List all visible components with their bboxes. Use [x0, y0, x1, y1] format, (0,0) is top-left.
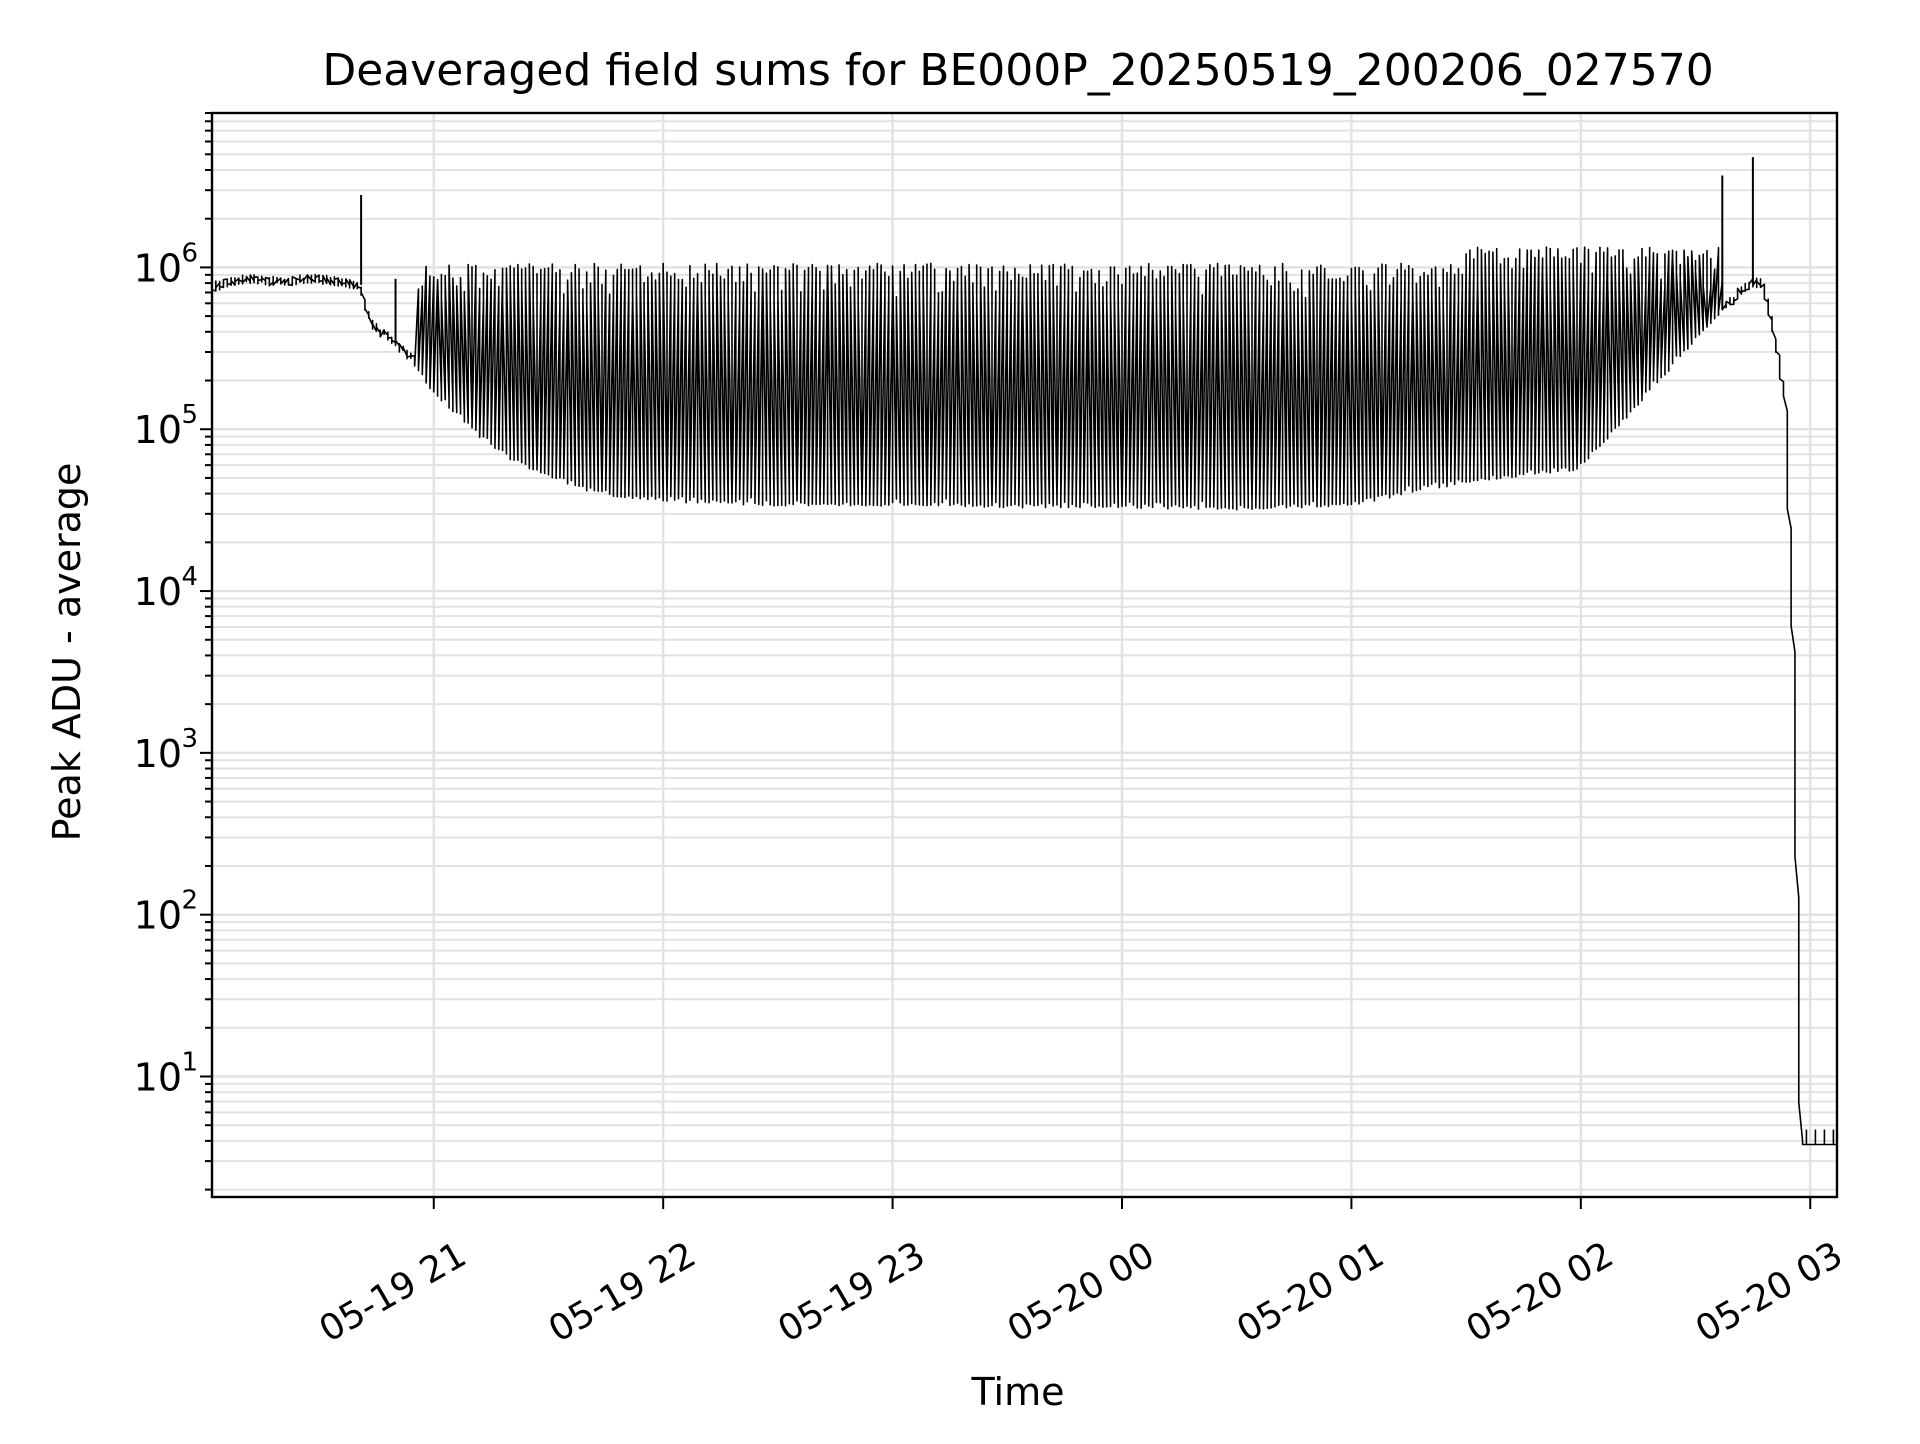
y-tick-base: 10 [134, 408, 182, 452]
y-tick-base: 10 [134, 246, 182, 290]
y-tick-base: 10 [134, 894, 182, 938]
y-tick-exponent: 5 [181, 400, 198, 430]
y-tick-base: 10 [134, 570, 182, 614]
y-tick-label: 10 4 [134, 562, 198, 614]
y-tick-base: 10 [134, 732, 182, 776]
series-line [211, 246, 1837, 1146]
y-axis-label: Peak ADU - average [45, 463, 89, 842]
series-layer [211, 157, 1837, 1146]
y-tick-exponent: 2 [181, 886, 198, 916]
y-tick-label: 10 1 [134, 1047, 198, 1099]
y-tick-label: 10 6 [134, 238, 198, 290]
y-tick-base: 10 [134, 1055, 182, 1099]
y-tick-label: 10 3 [134, 724, 198, 776]
y-tick-exponent: 6 [181, 238, 198, 268]
y-tick-label: 10 5 [134, 400, 198, 452]
chart-title: Deaveraged field sums for BE000P_2025051… [322, 45, 1713, 96]
y-tick-exponent: 4 [181, 562, 198, 592]
y-tick-exponent: 3 [181, 724, 198, 754]
y-tick-exponent: 1 [181, 1047, 198, 1077]
y-tick-label: 10 2 [134, 886, 198, 938]
x-axis-label: Time [971, 1370, 1065, 1414]
